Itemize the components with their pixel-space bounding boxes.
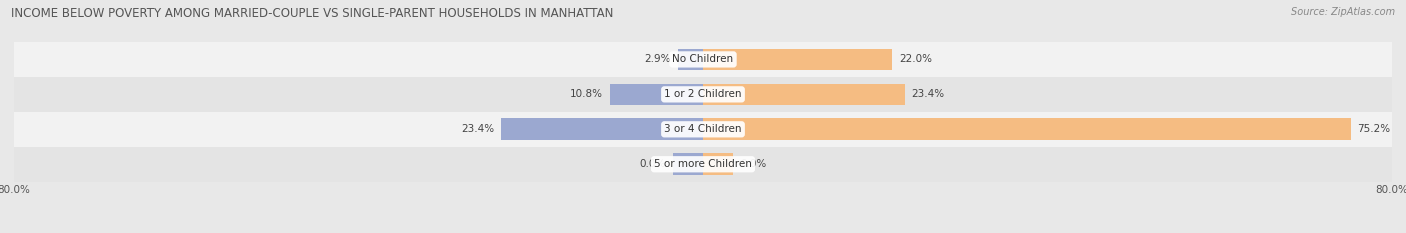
Bar [14,77,1392,112]
Text: Source: ZipAtlas.com: Source: ZipAtlas.com [1291,7,1395,17]
Text: No Children: No Children [672,55,734,64]
Text: 23.4%: 23.4% [911,89,945,99]
Bar [678,49,703,70]
Text: 22.0%: 22.0% [900,55,932,64]
Text: 1 or 2 Children: 1 or 2 Children [664,89,742,99]
Bar [14,147,1392,182]
Bar [502,118,703,140]
Text: 3 or 4 Children: 3 or 4 Children [664,124,742,134]
Text: INCOME BELOW POVERTY AMONG MARRIED-COUPLE VS SINGLE-PARENT HOUSEHOLDS IN MANHATT: INCOME BELOW POVERTY AMONG MARRIED-COUPL… [11,7,613,20]
Bar [703,84,904,105]
Text: 5 or more Children: 5 or more Children [654,159,752,169]
Text: 75.2%: 75.2% [1358,124,1391,134]
Text: 0.0%: 0.0% [740,159,766,169]
Bar [703,154,733,175]
Bar [673,154,703,175]
Bar [610,84,703,105]
Bar [14,42,1392,77]
Bar [703,118,1351,140]
Bar [14,112,1392,147]
Text: 10.8%: 10.8% [569,89,603,99]
Text: 2.9%: 2.9% [644,55,671,64]
Text: 23.4%: 23.4% [461,124,495,134]
Text: 0.0%: 0.0% [640,159,666,169]
Bar [703,49,893,70]
